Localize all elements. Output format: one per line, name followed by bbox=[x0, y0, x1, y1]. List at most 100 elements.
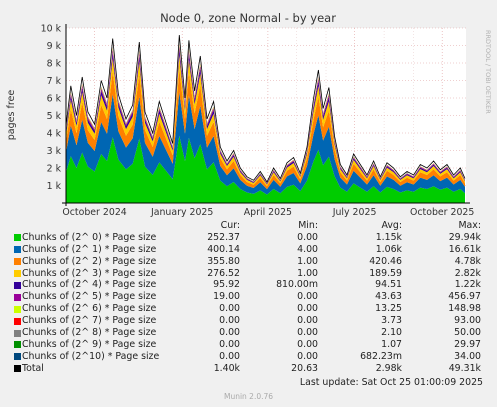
legend-label: Chunks of (2^ 4) * Page size bbox=[22, 279, 157, 291]
legend-min-value: 0.00 bbox=[297, 291, 318, 303]
legend-cur-value: 0.00 bbox=[219, 327, 240, 339]
legend-cur-value: 1.40k bbox=[213, 362, 240, 374]
legend-row: Chunks of (2^ 3) * Page size 276.52 1.00 18… bbox=[0, 268, 497, 280]
y-tick-label: 1 k bbox=[47, 181, 62, 192]
y-tick-label: 2 k bbox=[47, 163, 62, 174]
legend-min-value: 0.00 bbox=[297, 327, 318, 339]
total-line bbox=[65, 34, 466, 183]
legend-min-value: 1.00 bbox=[297, 267, 318, 279]
legend-max-value: 29.97 bbox=[454, 338, 481, 350]
legend-min-value: 1.00 bbox=[297, 255, 318, 267]
legend-row-total: Total 1.40k 20.63 2.98k 49.31k bbox=[0, 363, 497, 375]
legend-swatch bbox=[14, 365, 21, 373]
legend-swatch bbox=[14, 281, 21, 289]
legend-swatch bbox=[14, 329, 21, 337]
series-area bbox=[66, 55, 465, 187]
legend-row: Chunks of (2^ 7) * Page size 0.00 0.00 3.73… bbox=[0, 315, 497, 327]
legend-swatch bbox=[14, 353, 21, 361]
legend-swatch bbox=[14, 246, 21, 254]
col-max: Max: bbox=[458, 220, 481, 231]
legend-max-value: 148.98 bbox=[448, 303, 481, 315]
legend-max-value: 4.78k bbox=[454, 255, 481, 267]
legend-min-value: 4.00 bbox=[297, 243, 318, 255]
chart-title: Node 0, zone Normal - by year bbox=[160, 11, 336, 25]
col-avg: Avg: bbox=[381, 220, 402, 231]
y-tick-label: 6 k bbox=[47, 93, 62, 104]
legend-avg-value: 2.10 bbox=[381, 327, 402, 339]
legend-cur-value: 252.37 bbox=[207, 231, 240, 243]
x-tick-label: July 2025 bbox=[332, 207, 377, 218]
legend-avg-value: 1.07 bbox=[381, 338, 402, 350]
legend-label: Chunks of (2^ 3) * Page size bbox=[22, 267, 157, 279]
col-min: Min: bbox=[298, 220, 318, 231]
legend-avg-value: 3.73 bbox=[381, 315, 402, 327]
legend-row: Chunks of (2^ 1) * Page size 400.14 4.00 1.… bbox=[0, 244, 497, 256]
y-axis-label: pages free bbox=[6, 90, 17, 141]
legend-cur-value: 0.00 bbox=[219, 303, 240, 315]
x-tick-label: October 2024 bbox=[62, 207, 126, 218]
legend-swatch bbox=[14, 341, 21, 349]
legend-cur-value: 276.52 bbox=[207, 267, 240, 279]
legend-swatch bbox=[14, 317, 21, 325]
legend-avg-value: 2.98k bbox=[375, 362, 402, 374]
legend-cur-value: 0.00 bbox=[219, 338, 240, 350]
legend-max-value: 16.61k bbox=[448, 243, 481, 255]
legend-cur-value: 355.80 bbox=[207, 255, 240, 267]
legend-label: Chunks of (2^ 5) * Page size bbox=[22, 291, 157, 303]
legend-row: Chunks of (2^ 2) * Page size 355.80 1.00 42… bbox=[0, 256, 497, 268]
legend-swatch bbox=[14, 293, 21, 301]
y-tick-label: 4 k bbox=[47, 128, 62, 139]
legend-avg-value: 1.15k bbox=[375, 231, 402, 243]
y-tick-label: 8 k bbox=[47, 58, 62, 69]
legend-avg-value: 94.51 bbox=[375, 279, 402, 291]
last-update: Last update: Sat Oct 25 01:00:09 2025 bbox=[299, 377, 483, 388]
legend-label: Chunks of (2^ 0) * Page size bbox=[22, 231, 157, 243]
legend-avg-value: 43.63 bbox=[375, 291, 402, 303]
legend-swatch bbox=[14, 234, 21, 242]
munin-version: Munin 2.0.76 bbox=[223, 392, 274, 401]
legend-swatch bbox=[14, 305, 21, 313]
legend-min-value: 0.00 bbox=[297, 303, 318, 315]
y-tick-label: 10 k bbox=[41, 23, 62, 34]
x-tick-label: October 2025 bbox=[410, 207, 474, 218]
legend-row: Chunks of (2^ 0) * Page size 252.37 0.00 1.… bbox=[0, 232, 497, 244]
y-tick-label: 9 k bbox=[47, 41, 62, 52]
legend: Cur: Min: Avg: Max: Chunks of (2^ 0) * P… bbox=[0, 220, 497, 375]
legend-label: Chunks of (2^ 2) * Page size bbox=[22, 255, 157, 267]
x-tick-label: April 2025 bbox=[244, 207, 292, 218]
legend-cur-value: 0.00 bbox=[219, 315, 240, 327]
legend-swatch bbox=[14, 258, 21, 266]
legend-cur-value: 400.14 bbox=[207, 243, 240, 255]
legend-cur-value: 95.92 bbox=[213, 279, 240, 291]
x-tick-label: January 2025 bbox=[150, 207, 213, 218]
legend-label: Chunks of (2^10) * Page size bbox=[22, 350, 160, 362]
series-area bbox=[66, 49, 465, 185]
legend-min-value: 0.00 bbox=[297, 350, 318, 362]
chart: October 2024 January 2025 April 2025 July 2… bbox=[6, 11, 492, 218]
legend-max-value: 456.97 bbox=[448, 291, 481, 303]
legend-max-value: 49.31k bbox=[448, 362, 481, 374]
legend-swatch bbox=[14, 270, 21, 278]
legend-header: Cur: Min: Avg: Max: bbox=[0, 220, 497, 232]
legend-min-value: 0.00 bbox=[297, 315, 318, 327]
legend-label: Chunks of (2^ 7) * Page size bbox=[22, 315, 157, 327]
legend-label: Chunks of (2^ 8) * Page size bbox=[22, 327, 157, 339]
legend-avg-value: 420.46 bbox=[369, 255, 402, 267]
legend-row: Chunks of (2^ 8) * Page size 0.00 0.00 2.10… bbox=[0, 327, 497, 339]
legend-label: Chunks of (2^ 1) * Page size bbox=[22, 243, 157, 255]
legend-max-value: 29.94k bbox=[448, 231, 481, 243]
col-cur: Cur: bbox=[220, 220, 240, 231]
rrdtool-credit: RRDTOOL / TOBI OETIKER bbox=[484, 30, 492, 114]
legend-row: Chunks of (2^ 5) * Page size 19.00 0.00 43.… bbox=[0, 291, 497, 303]
legend-min-value: 810.00m bbox=[276, 279, 318, 291]
legend-min-value: 20.63 bbox=[291, 362, 318, 374]
legend-row: Chunks of (2^ 9) * Page size 0.00 0.00 1.07… bbox=[0, 339, 497, 351]
y-tick-label: 3 k bbox=[47, 146, 62, 157]
series-area bbox=[66, 135, 465, 203]
y-tick-label: 5 k bbox=[47, 111, 62, 122]
legend-min-value: 0.00 bbox=[297, 338, 318, 350]
legend-label: Total bbox=[22, 362, 44, 374]
series-area bbox=[66, 92, 465, 195]
legend-avg-value: 13.25 bbox=[375, 303, 402, 315]
legend-avg-value: 189.59 bbox=[369, 267, 402, 279]
